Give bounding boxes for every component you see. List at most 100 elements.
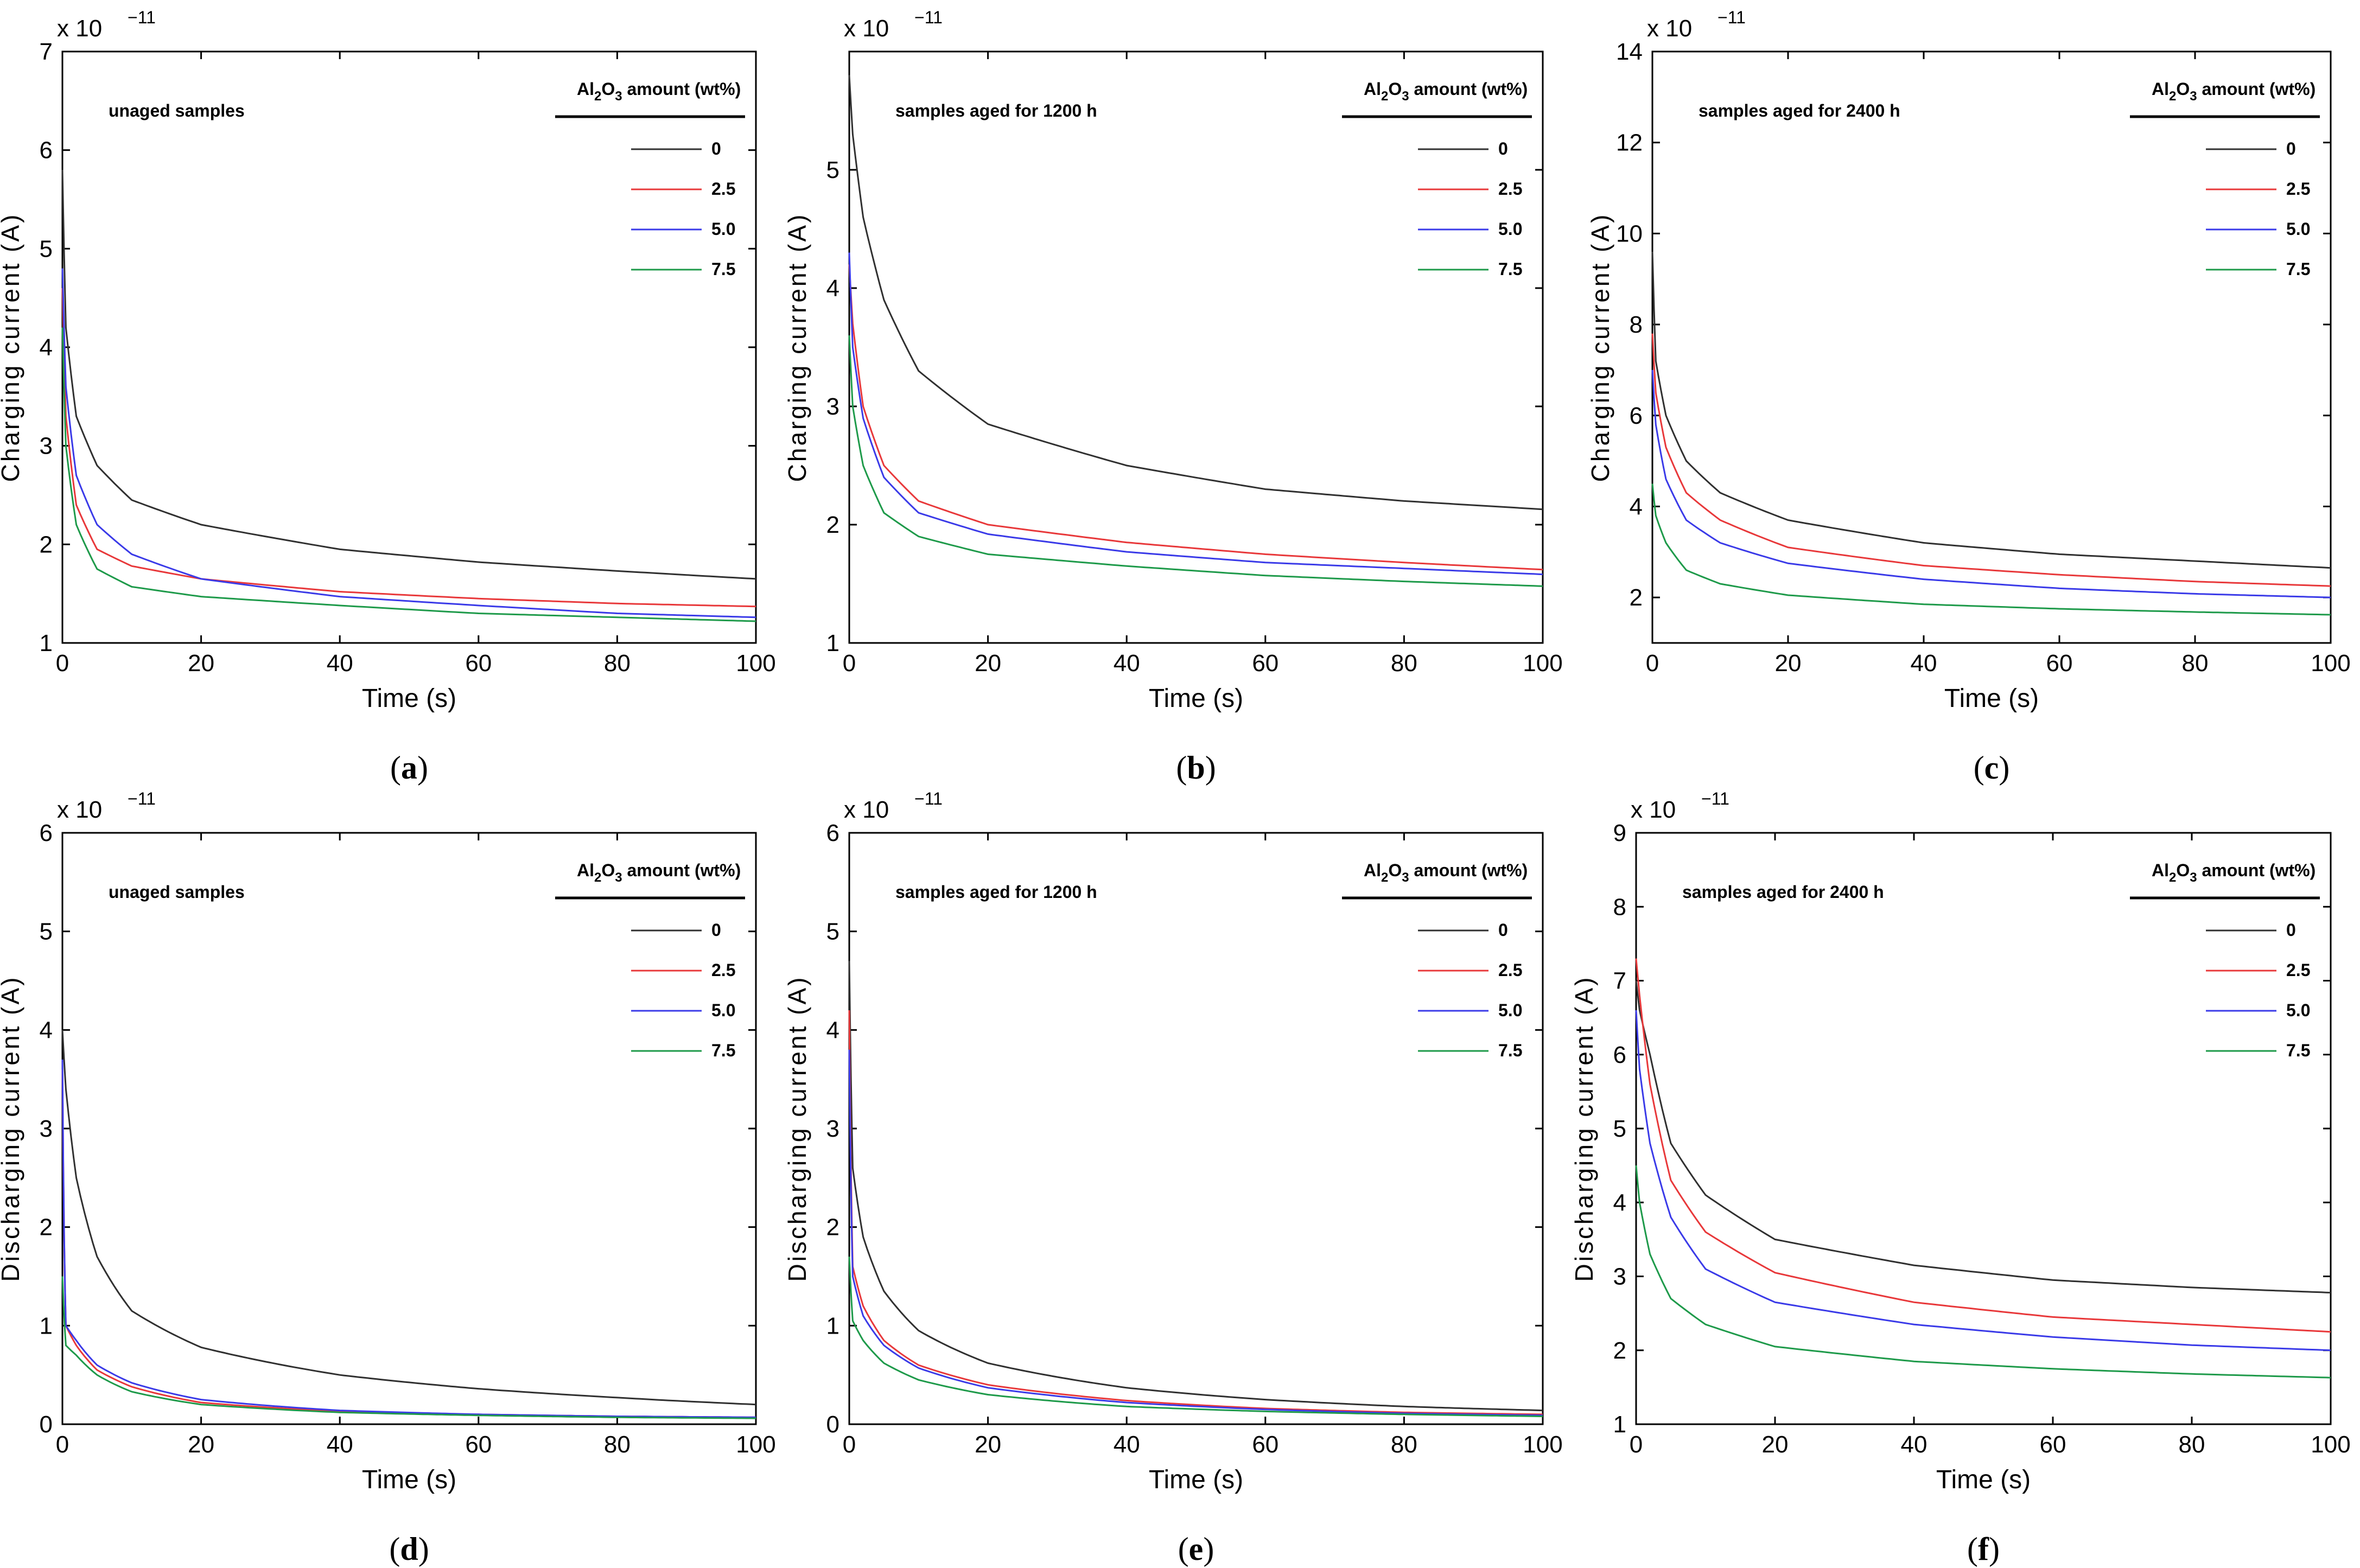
axis-multiplier-exponent: −11 [128,8,156,27]
x-tick-label: 100 [2311,1431,2350,1458]
x-tick-label: 60 [2046,650,2073,677]
y-tick-label: 8 [1630,311,1643,338]
x-tick-label: 40 [1911,650,1937,677]
series-line-5.0 [1651,369,2331,598]
axis-multiplier-exponent: −11 [914,789,943,808]
y-tick-label: 1 [826,630,839,656]
x-tick-label: 80 [604,1431,631,1458]
legend-entry-2.5: 2.5 [711,179,735,199]
y-tick-label: 6 [40,820,53,846]
y-tick-label: 1 [826,1312,839,1339]
axis-multiplier: x 10 [1631,796,1676,823]
legend-entry-5.0: 5.0 [1498,1000,1522,1020]
y-tick-label: 4 [826,275,839,302]
axis-multiplier: x 10 [844,15,889,42]
panel-annotation: unaged samples [109,101,245,120]
axes-frame [848,832,1544,1425]
axes-frame [61,50,757,644]
subfigure-label: (a) [390,750,428,786]
panel-f: 0 20 40 60 80 100 1 2 3 4 5 6 7 8 9x 10 −11 Time (s) Disc… [1570,789,2351,1567]
y-tick-label: 3 [1613,1264,1626,1290]
y-tick-label: 6 [1613,1042,1626,1068]
y-tick-label: 7 [40,39,53,65]
y-tick-label: 4 [1630,493,1643,520]
y-tick-label: 0 [40,1411,53,1438]
y-tick-label: 2 [826,512,839,538]
y-tick-label: 3 [826,393,839,420]
y-tick-label: 1 [1613,1411,1626,1438]
y-tick-label: 5 [40,919,53,945]
series-line-0 [848,75,1543,511]
series-line-2.5 [1651,333,2331,587]
series-line-7.5 [1651,483,2331,616]
y-tick-label: 2 [1630,584,1643,611]
x-tick-label: 40 [1114,650,1140,677]
y-tick-label: 2 [40,531,53,558]
y-axis-label: Charging current (A) [1586,213,1614,482]
y-tick-label: 4 [40,1017,53,1043]
x-axis-label: Time (s) [1149,1465,1243,1494]
series-line-5.0 [61,1059,756,1418]
subfigure-label: (b) [1176,750,1216,786]
series-line-2.5 [848,264,1543,571]
legend-entry-2.5: 2.5 [2286,960,2310,980]
legend-title: Al2O3 amount (wt%) [1364,79,1528,104]
x-tick-label: 80 [1391,650,1417,677]
y-tick-label: 8 [1613,894,1626,920]
panel-annotation: samples aged for 2400 h [1682,882,1884,902]
subfigure-label: (f) [1967,1531,2000,1567]
subfigure-label: (d) [389,1531,429,1567]
axes-frame [848,50,1544,644]
x-axis-label: Time (s) [1936,1465,2031,1494]
series-line-2.5 [61,1069,756,1418]
y-tick-label: 2 [1613,1337,1626,1364]
axes-frame [61,832,757,1425]
x-tick-label: 20 [1775,650,1802,677]
panel-annotation: samples aged for 1200 h [895,101,1097,120]
y-axis-label: Discharging current (A) [0,976,24,1282]
x-axis-label: Time (s) [362,1465,456,1494]
legend-entry-0: 0 [2286,139,2296,158]
legend-entry-0: 0 [2286,920,2296,940]
series-line-7.5 [848,335,1543,587]
x-tick-label: 0 [843,1431,856,1458]
y-axis-label: Charging current (A) [783,213,811,482]
legend-entry-2.5: 2.5 [1498,960,1522,980]
y-tick-label: 6 [40,137,53,164]
subfigure-label: (e) [1178,1531,1214,1567]
x-tick-label: 60 [465,1431,492,1458]
y-tick-label: 4 [40,334,53,361]
panel-b: 0 20 40 60 80 100 1 2 3 4 5 x 10 −11 Time (s) Charging… [783,8,1563,786]
axis-multiplier: x 10 [57,796,102,823]
y-tick-label: 10 [1616,220,1643,247]
y-tick-label: 3 [40,1116,53,1142]
axis-multiplier-exponent: −11 [1701,789,1729,808]
panel-annotation: samples aged for 2400 h [1699,101,1900,120]
x-tick-label: 40 [1901,1431,1928,1458]
series-line-5.0 [61,268,756,619]
legend-entry-2.5: 2.5 [1498,179,1522,199]
x-tick-label: 40 [327,1431,353,1458]
legend-entry-0: 0 [711,920,721,940]
x-axis-label: Time (s) [1944,684,2039,713]
y-tick-label: 1 [40,1312,53,1339]
panel-annotation: unaged samples [109,882,245,902]
x-tick-label: 0 [843,650,856,677]
x-tick-label: 80 [1391,1431,1417,1458]
series-line-7.5 [848,1257,1543,1417]
y-tick-label: 0 [826,1411,839,1438]
legend-entry-2.5: 2.5 [2286,179,2310,199]
x-tick-label: 20 [975,1431,1001,1458]
x-tick-label: 60 [465,650,492,677]
y-tick-label: 14 [1616,39,1643,65]
legend-entry-5.0: 5.0 [2286,219,2310,239]
legend-entry-0: 0 [711,139,721,158]
series-line-5.0 [1635,1010,2331,1352]
legend-entry-2.5: 2.5 [711,960,735,980]
legend-title: Al2O3 amount (wt%) [577,79,741,104]
panel-e: 0 20 40 60 80 100 0 1 2 3 4 5 6x 10 −11 Time (s) Discha… [783,789,1563,1567]
subfigure-label: (c) [1974,750,2010,786]
x-tick-label: 80 [2179,1431,2205,1458]
legend-entry-7.5: 7.5 [2286,1041,2310,1060]
